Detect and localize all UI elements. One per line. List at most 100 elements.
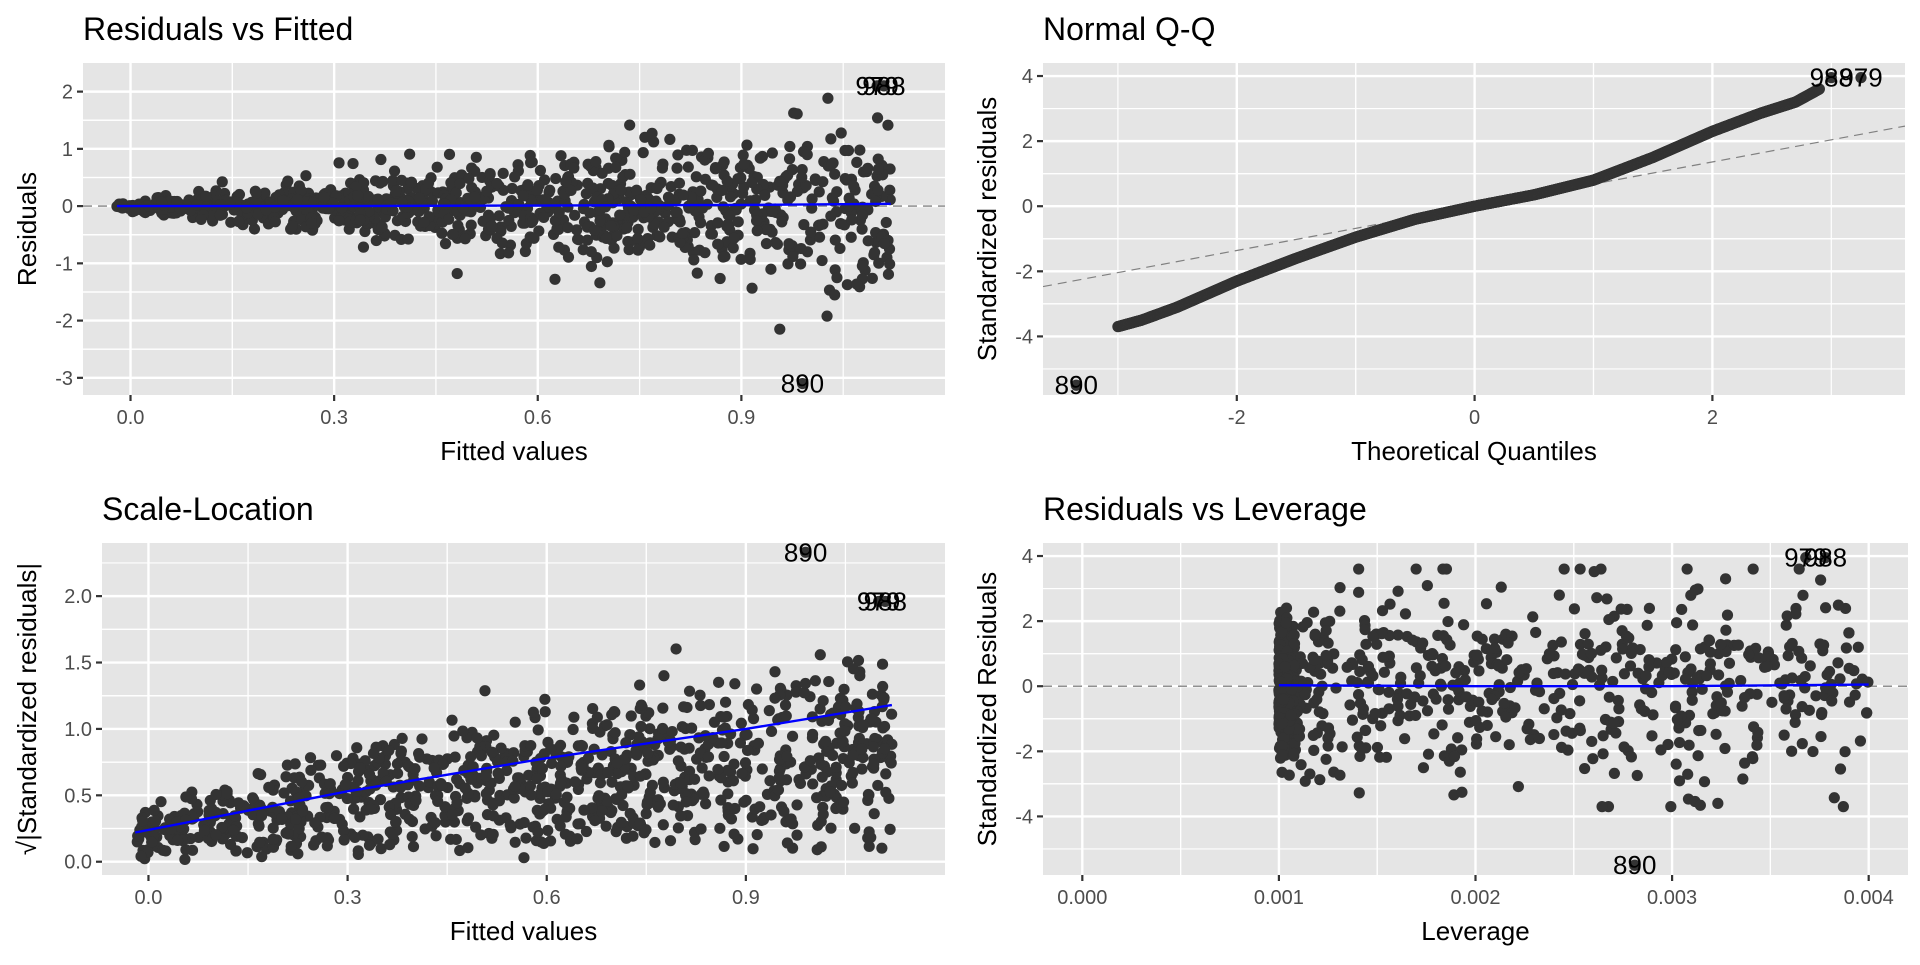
data-point (1320, 753, 1332, 765)
data-point (1434, 678, 1447, 690)
x-tick-label: 0 (1469, 407, 1480, 429)
y-axis-title: √|Standardized residuals| (12, 563, 42, 855)
data-point (282, 175, 294, 187)
data-point (1576, 648, 1589, 660)
data-point (882, 268, 895, 280)
data-point (1861, 707, 1873, 719)
data-point (1357, 703, 1369, 715)
data-point (1597, 748, 1609, 760)
data-point (886, 708, 898, 720)
smooth-line (116, 202, 891, 208)
data-point (256, 810, 268, 822)
plot-content (1043, 72, 1905, 391)
data-point (1682, 768, 1694, 780)
data-point (695, 699, 707, 712)
data-point (1392, 629, 1404, 641)
data-point (506, 182, 518, 195)
data-point (769, 666, 781, 678)
data-point (617, 799, 629, 812)
data-point (1739, 757, 1751, 769)
data-point (680, 796, 692, 808)
data-point (834, 242, 846, 255)
data-point (611, 768, 623, 780)
data-point (601, 795, 613, 807)
data-point (1832, 599, 1844, 611)
data-point (829, 289, 841, 301)
x-axis-title: Theoretical Quantiles (1351, 436, 1597, 466)
data-point (1721, 609, 1734, 621)
data-point (1751, 739, 1763, 751)
data-point (1774, 677, 1786, 689)
data-point (639, 131, 651, 143)
data-point (1797, 589, 1809, 601)
data-point (582, 752, 595, 764)
data-point (406, 830, 418, 843)
data-point (446, 714, 458, 726)
data-point (1346, 714, 1359, 726)
data-point (363, 205, 375, 218)
data-point (642, 755, 654, 767)
data-point (1548, 728, 1560, 741)
data-point (1670, 758, 1682, 770)
data-point (469, 191, 481, 203)
data-point (1421, 705, 1434, 717)
data-point (856, 763, 868, 775)
data-point (1498, 697, 1510, 710)
data-point (794, 777, 807, 790)
data-point (1686, 694, 1698, 706)
data-point (600, 820, 612, 832)
data-point (351, 742, 363, 754)
data-point (863, 789, 875, 801)
data-point (465, 751, 477, 763)
data-point (1587, 753, 1599, 765)
data-point (216, 176, 228, 188)
data-point (856, 209, 869, 221)
data-point (1374, 751, 1386, 763)
data-point (532, 826, 544, 838)
data-point (481, 185, 493, 197)
data-point (1834, 763, 1847, 775)
data-point (198, 824, 210, 836)
data-point (252, 208, 264, 220)
data-point (1603, 691, 1615, 703)
data-point (513, 198, 525, 210)
data-point (1360, 724, 1372, 736)
data-point (857, 719, 870, 731)
data-point (787, 250, 799, 263)
data-point (1673, 775, 1686, 787)
data-point (783, 238, 795, 250)
data-point (640, 824, 652, 836)
data-point (791, 799, 803, 811)
y-tick-label: 4 (1022, 546, 1033, 568)
data-point (241, 202, 253, 214)
data-point (395, 174, 408, 186)
data-point (856, 260, 868, 272)
data-point (868, 249, 880, 261)
data-point (1422, 748, 1435, 760)
data-point (487, 799, 499, 811)
data-point (691, 267, 703, 279)
data-point (1736, 700, 1748, 712)
data-point (354, 762, 366, 774)
data-point (1778, 690, 1790, 702)
data-point (882, 119, 894, 131)
data-point (1613, 703, 1625, 715)
data-point (448, 730, 460, 742)
data-point (1662, 738, 1674, 751)
data-point (615, 184, 627, 196)
data-point (527, 706, 539, 718)
data-point (267, 822, 279, 834)
data-point (413, 192, 426, 204)
data-point (1448, 750, 1461, 763)
data-point (1276, 626, 1288, 638)
data-point (751, 225, 763, 237)
data-point (814, 649, 826, 661)
labelled-point (1825, 72, 1837, 84)
data-point (1692, 750, 1704, 762)
data-point (624, 807, 636, 820)
data-point (641, 747, 654, 759)
data-point (877, 680, 889, 693)
data-point (591, 711, 603, 723)
data-point (784, 191, 797, 203)
data-point (549, 273, 561, 285)
